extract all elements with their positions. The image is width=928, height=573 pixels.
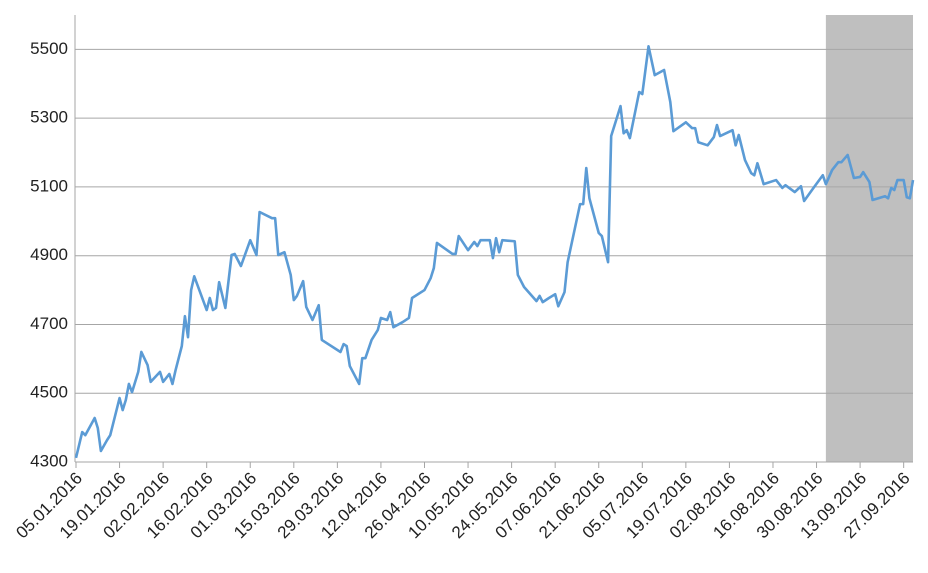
y-tick-label: 5100 <box>30 176 68 195</box>
shaded-region <box>825 15 913 462</box>
y-tick-label: 4300 <box>30 451 68 470</box>
y-tick-label: 4500 <box>30 383 68 402</box>
y-tick-label: 4900 <box>30 245 68 264</box>
y-tick-label: 5500 <box>30 39 68 58</box>
y-tick-label: 5300 <box>30 108 68 127</box>
y-tick-label: 4700 <box>30 314 68 333</box>
line-series <box>74 44 915 459</box>
